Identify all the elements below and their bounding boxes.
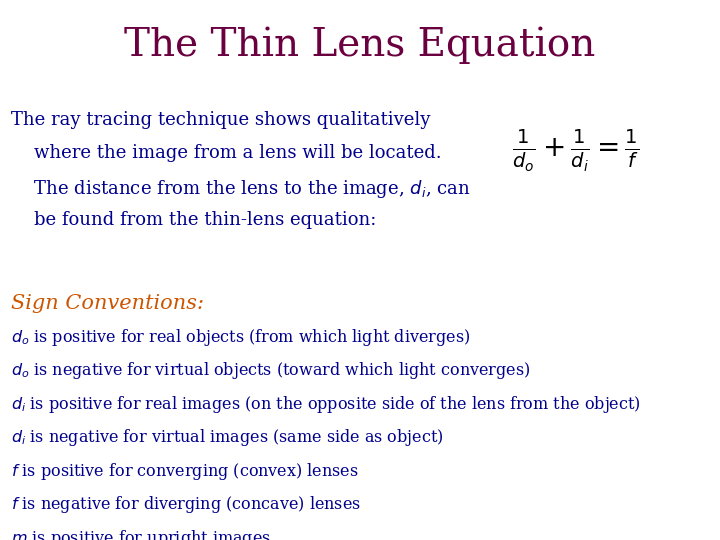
Text: $f$ is positive for converging (convex) lenses: $f$ is positive for converging (convex) … [11,461,359,482]
Text: $\frac{1}{d_o} + \frac{1}{d_i} = \frac{1}{f}$: $\frac{1}{d_o} + \frac{1}{d_i} = \frac{1… [513,128,639,174]
Text: The Thin Lens Equation: The Thin Lens Equation [125,27,595,64]
Text: where the image from a lens will be located.: where the image from a lens will be loca… [11,144,441,162]
Text: $f$ is negative for diverging (concave) lenses: $f$ is negative for diverging (concave) … [11,494,361,515]
Text: $m$ is positive for upright images: $m$ is positive for upright images [11,528,271,540]
Text: $d_i$ is positive for real images (on the opposite side of the lens from the obj: $d_i$ is positive for real images (on th… [11,394,641,415]
Text: $d_o$ is positive for real objects (from which light diverges): $d_o$ is positive for real objects (from… [11,327,470,348]
Text: $d_i$ is negative for virtual images (same side as object): $d_i$ is negative for virtual images (sa… [11,427,444,448]
Text: be found from the thin-lens equation:: be found from the thin-lens equation: [11,211,376,229]
Text: The distance from the lens to the image, $d_i$, can: The distance from the lens to the image,… [11,178,470,200]
Text: The ray tracing technique shows qualitatively: The ray tracing technique shows qualitat… [11,111,430,129]
Text: Sign Conventions:: Sign Conventions: [11,294,204,313]
Text: $d_o$ is negative for virtual objects (toward which light converges): $d_o$ is negative for virtual objects (t… [11,360,530,381]
